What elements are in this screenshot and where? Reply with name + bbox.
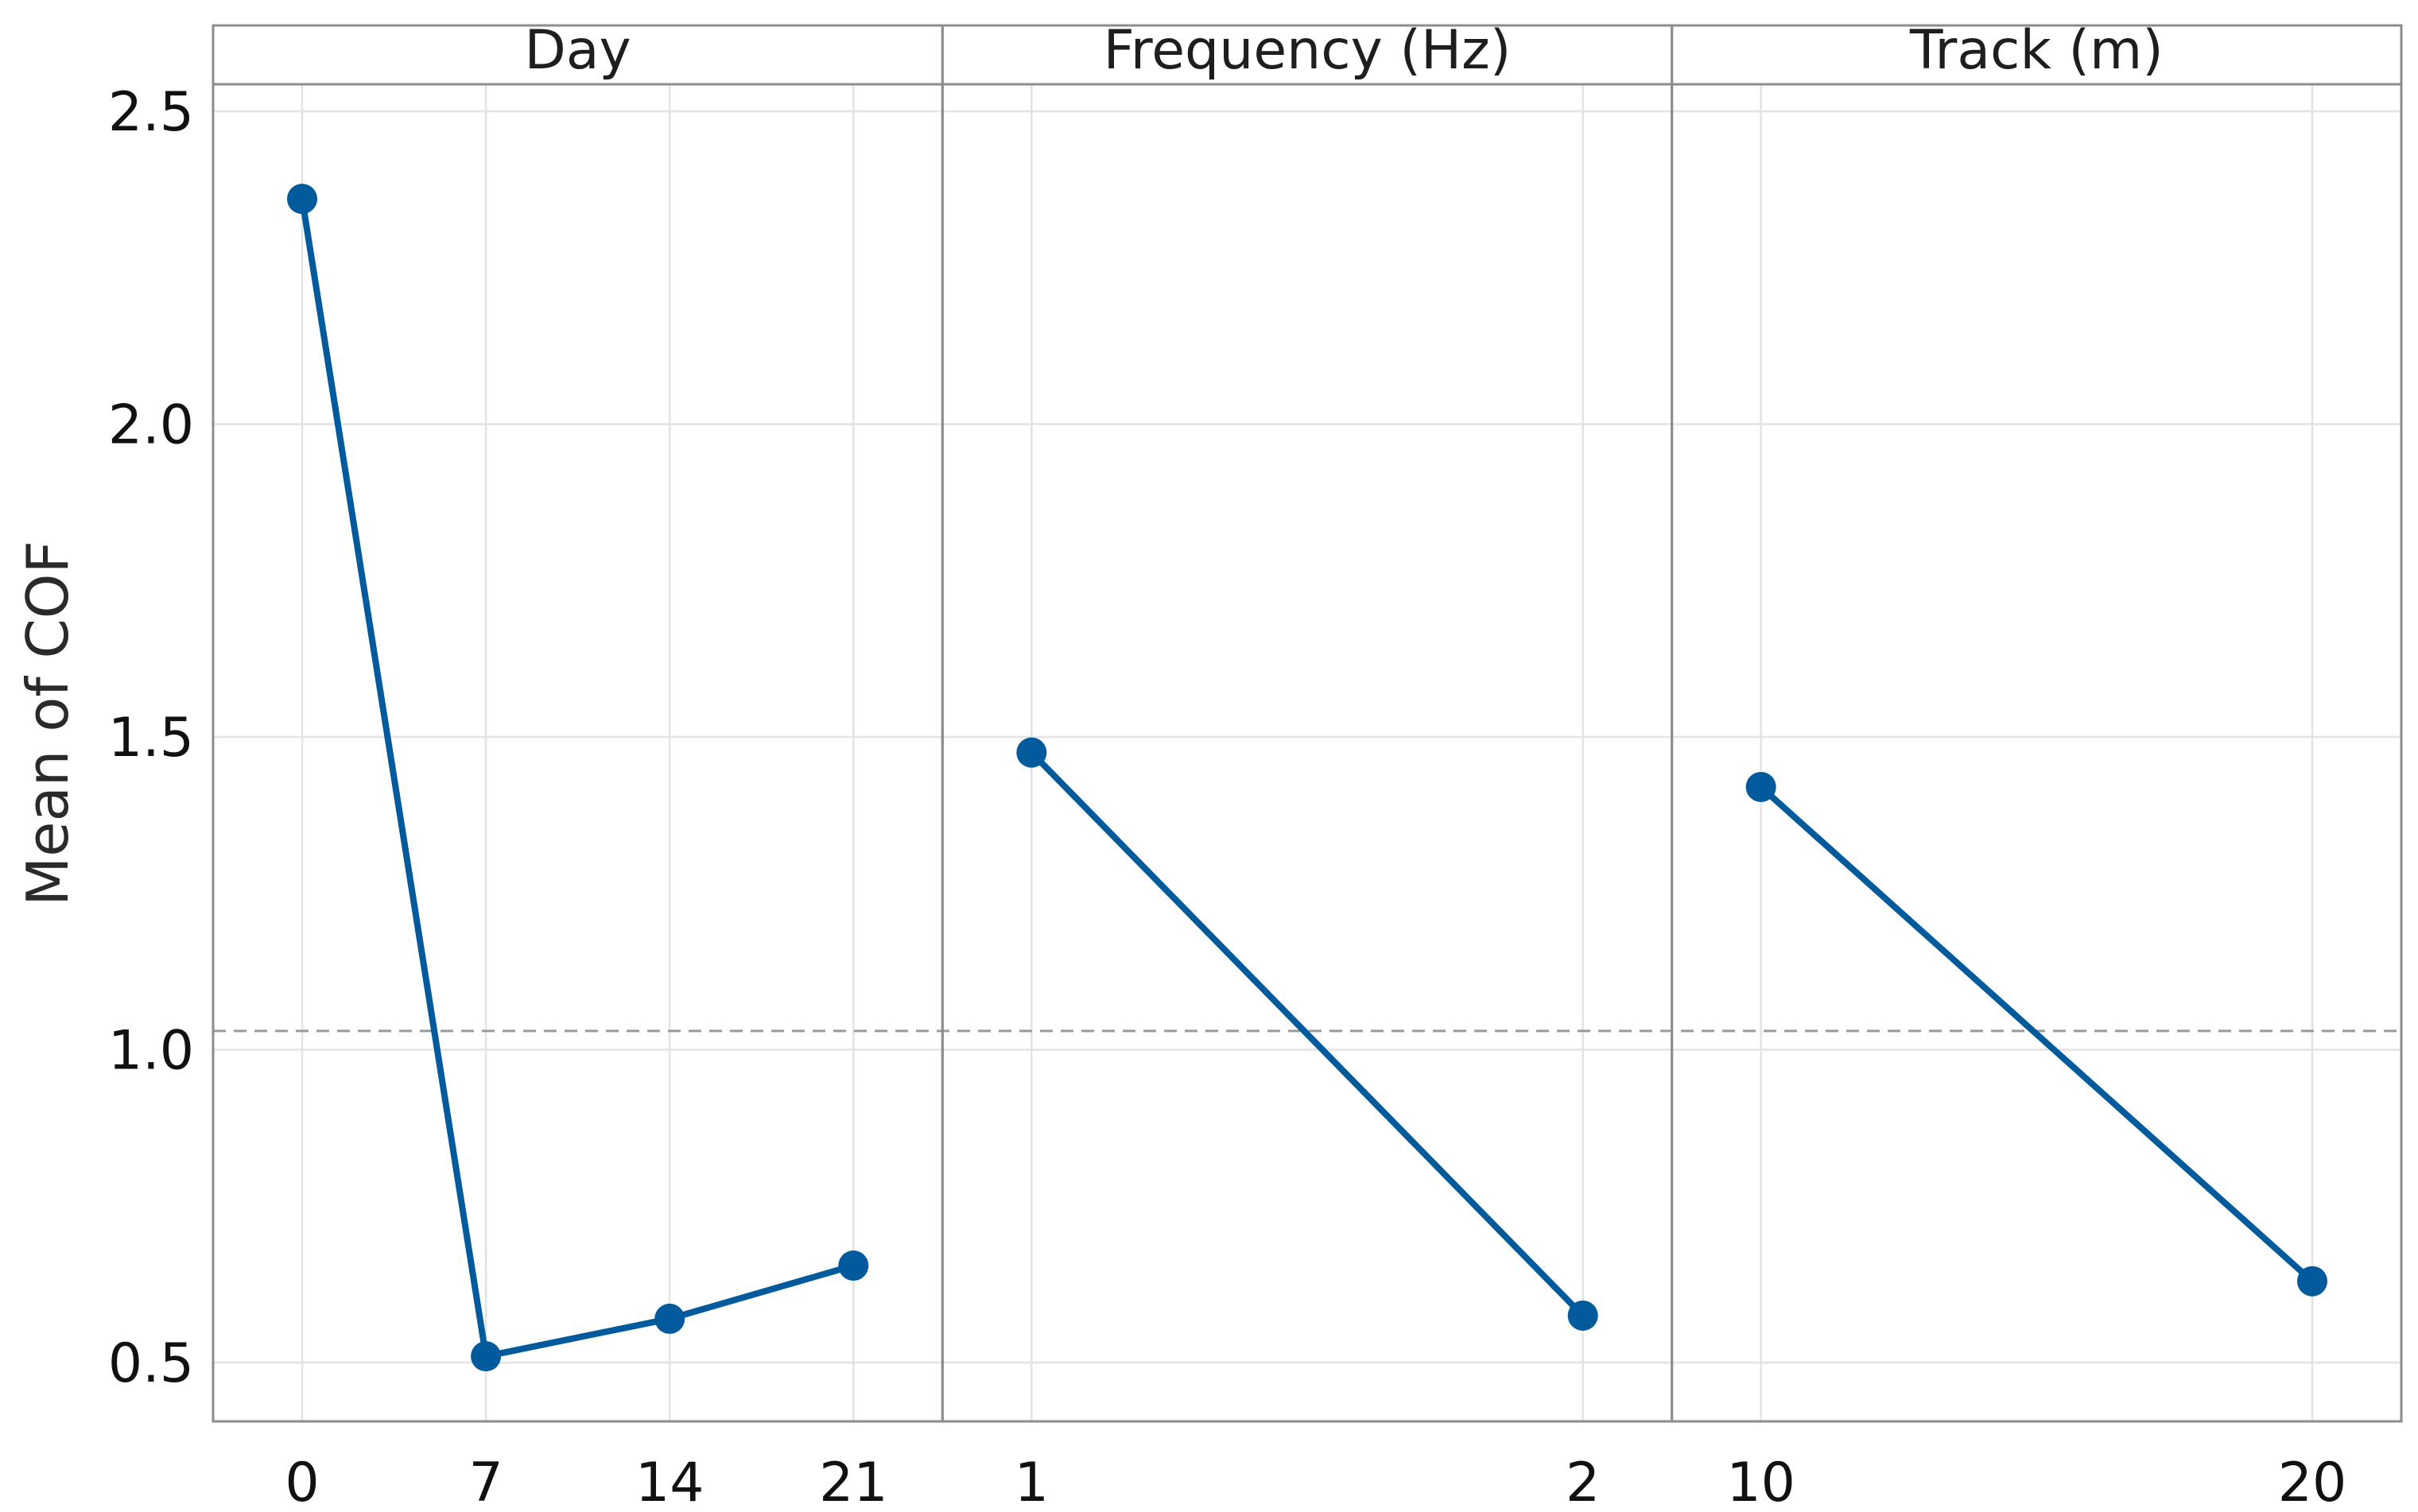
data-point [2297, 1266, 2327, 1297]
x-tick-label: 20 [2278, 1452, 2347, 1512]
series-line [1757, 783, 2315, 1285]
data-point [471, 1341, 502, 1372]
panel-border [212, 24, 944, 1423]
data-point [287, 184, 317, 215]
y-tick-label: 1.5 [108, 707, 194, 770]
x-tick-label: 1 [1015, 1452, 1049, 1512]
x-tick-label: 21 [819, 1452, 888, 1512]
data-point [1745, 771, 1776, 802]
panel-frames [212, 24, 2403, 1423]
panel-border [1671, 24, 2403, 1423]
grid-lines [213, 84, 2401, 1421]
panel-title: Day [525, 19, 631, 82]
series-line [1028, 749, 1586, 1319]
axis-labels: 0.5 1.0 1.5 2.0 2.5 Day 0 7 14 21 Frequency (Hz) 1 2… [108, 19, 2346, 1512]
x-tick-label: 7 [468, 1452, 503, 1512]
panel-title: Frequency (Hz) [1104, 19, 1512, 82]
x-tick-label: 0 [285, 1452, 319, 1512]
y-tick-label: 0.5 [108, 1332, 194, 1395]
y-tick-label: 2.5 [108, 81, 194, 144]
x-tick-label: 10 [1726, 1452, 1795, 1512]
data-points [287, 184, 2327, 1372]
y-axis-label: Mean of COF [14, 541, 81, 906]
y-tick-label: 1.0 [108, 1020, 194, 1083]
data-point [1016, 737, 1047, 768]
x-tick-label: 14 [635, 1452, 704, 1512]
panel-title: Track (m) [1909, 19, 2164, 82]
data-point [654, 1303, 685, 1334]
y-tick-label: 2.0 [108, 394, 194, 457]
series-lines [299, 196, 2315, 1360]
data-point [838, 1250, 869, 1281]
x-tick-label: 2 [1566, 1452, 1600, 1512]
data-point [1567, 1300, 1598, 1331]
series-line [299, 196, 857, 1360]
panel-border [941, 24, 1674, 1423]
